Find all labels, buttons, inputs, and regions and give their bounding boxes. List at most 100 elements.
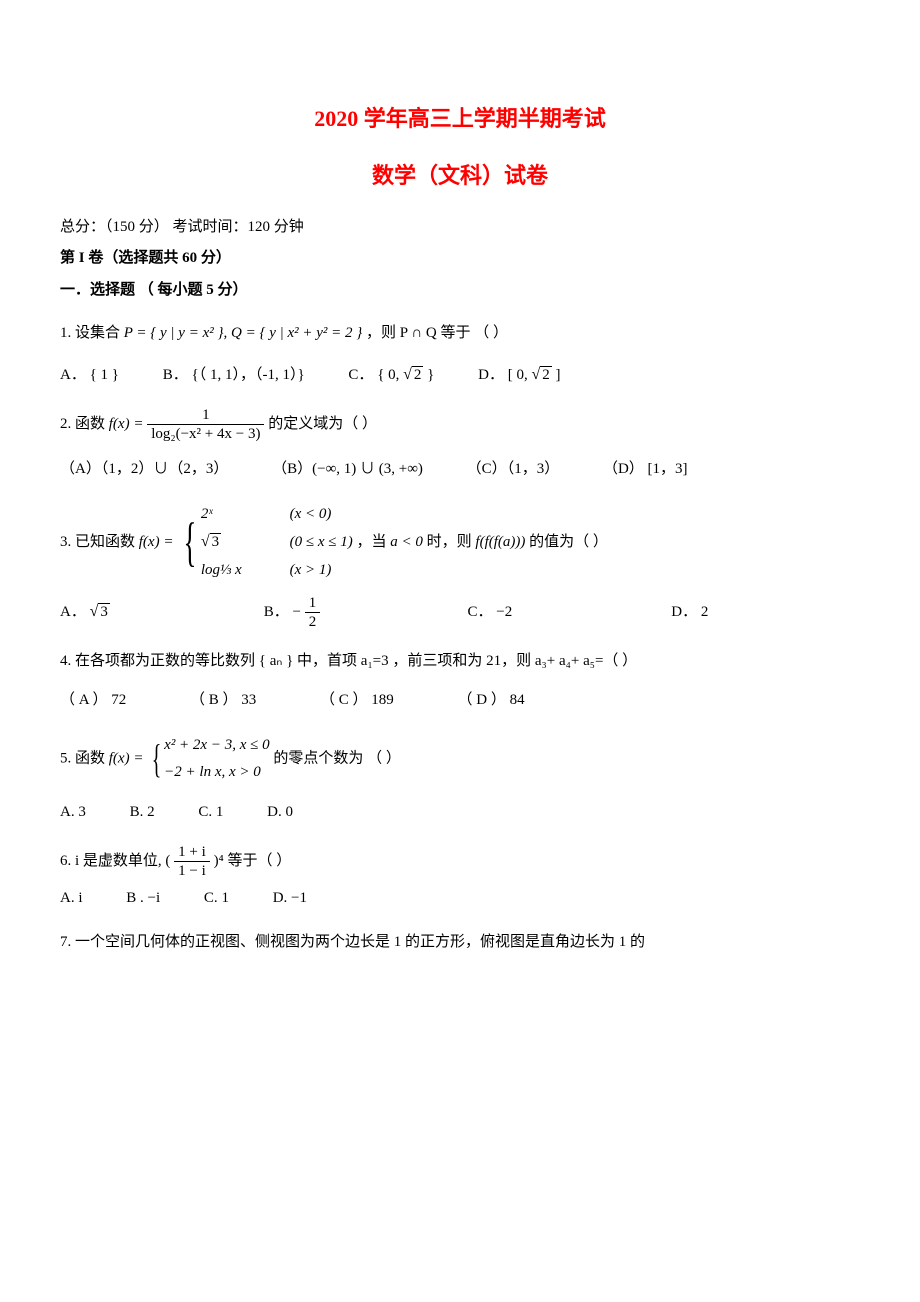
q6-frac-den: 1 − i xyxy=(174,862,210,880)
q3-flhs: f(x) = xyxy=(139,534,177,550)
q4-text: 4. 在各项都为正数的等比数列 { aₙ } 中，首项 a₁=3 ，前三项和为 … xyxy=(60,649,860,675)
q5-optA-label: A. xyxy=(60,804,75,820)
q5-option-a: A. 3 xyxy=(60,800,86,826)
q3-row3-cond: (x > 1) xyxy=(290,562,332,578)
q3-mid2: 时，则 xyxy=(427,534,476,550)
q1-expr: P = { y | y = x² }, Q = { y | x² + y² = … xyxy=(124,325,363,341)
q3-row1-cond: (x < 0) xyxy=(290,506,332,522)
q1-optC-suffix: } xyxy=(423,367,434,383)
q2-optC-label: （C） xyxy=(467,461,507,477)
q3-row2-cond: (0 ≤ x ≤ 1) xyxy=(290,534,353,550)
q5-option-d: D. 0 xyxy=(267,800,293,826)
q2-optB-text: (−∞, 1) ∪ (3, +∞) xyxy=(312,461,423,477)
q3-optD-label: D． xyxy=(671,604,697,620)
q3-option-a: A． √3 xyxy=(60,598,200,626)
question-4: 4. 在各项都为正数的等比数列 { aₙ } 中，首项 a₁=3 ，前三项和为 … xyxy=(60,649,860,714)
question-3: 3. 已知函数 f(x) = { 2ˣ (x < 0) √3 (0 ≤ x ≤ … xyxy=(60,501,860,631)
q2-option-c: （C）（1，3） xyxy=(467,457,560,483)
q4-option-a: （ A ） 72 xyxy=(60,688,126,714)
q5-optD-label: D. xyxy=(267,804,282,820)
q6-frac-num: 1 + i xyxy=(174,843,210,862)
q5-optD-text: 0 xyxy=(285,804,293,820)
q4-optD-text: 84 xyxy=(510,692,525,708)
exam-title: 2020 学年高三上学期半期考试 xyxy=(60,100,860,137)
q1-optC-label: C． xyxy=(348,367,373,383)
q4-optB-text: 33 xyxy=(241,692,256,708)
section-1-heading: 一．选择题 （ 每小题 5 分） xyxy=(60,278,860,304)
q1-prefix: 1. 设集合 xyxy=(60,325,124,341)
q6-suffix: 等于（ ） xyxy=(228,853,292,869)
q3-optA-label: A． xyxy=(60,604,86,620)
q1-optD-suffix: ] xyxy=(552,367,561,383)
q1-option-a: A． { 1 } xyxy=(60,363,119,389)
q4-optC-label: （ C ） xyxy=(320,692,368,708)
q5-optC-label: C. xyxy=(198,804,212,820)
q6-option-a: A. i xyxy=(60,886,83,912)
q1-optC-sqrt: 2 xyxy=(412,366,424,383)
q5-option-b: B. 2 xyxy=(130,800,155,826)
q6-optB-text: −i xyxy=(148,890,161,906)
q1-option-d: D． [ 0, √2 ] xyxy=(478,361,560,389)
q3-optC-label: C． xyxy=(468,604,493,620)
q2-optA-label: （A） xyxy=(60,461,101,477)
q5-optA-text: 3 xyxy=(78,804,86,820)
q6-optC-text: 1 xyxy=(221,890,229,906)
q2-option-a: （A）（1，2）∪（2，3） xyxy=(60,457,228,483)
question-1: 1. 设集合 P = { y | y = x² }, Q = { y | x² … xyxy=(60,321,860,388)
q6-optC-label: C. xyxy=(204,890,218,906)
q4-optA-text: 72 xyxy=(111,692,126,708)
question-5: 5. 函数 f(x) = { x² + 2x − 3, x ≤ 0 −2 + l… xyxy=(60,732,860,826)
q2-optB-label: （B） xyxy=(272,461,312,477)
q4-option-d: （ D ） 84 xyxy=(458,688,525,714)
q5-row2: −2 + ln x, x > 0 xyxy=(164,759,269,786)
total-time-line: 总分：（150 分） 考试时间：120 分钟 xyxy=(60,215,860,241)
q6-optA-text: i xyxy=(78,890,82,906)
q1-option-b: B． {（ 1, 1），（-1, 1）} xyxy=(163,363,305,389)
q1-optB-label: B． xyxy=(163,367,188,383)
q3-fff: f(f(f(a))) xyxy=(475,534,525,550)
q6-option-d: D. −1 xyxy=(273,886,307,912)
q5-flhs: f(x) = xyxy=(109,750,147,766)
q4-optA-label: （ A ） xyxy=(60,692,108,708)
q1-option-c: C． { 0, √2 } xyxy=(348,361,434,389)
q2-optC-text: （1，3） xyxy=(507,461,560,477)
q3-optB-sign: − xyxy=(293,604,301,620)
q3-row1-expr: 2ˣ xyxy=(201,501,286,528)
left-brace-icon: { xyxy=(152,739,162,779)
question-2: 2. 函数 f(x) = 1 log₂(−x² + 4x − 3) 的定义域为（… xyxy=(60,406,860,483)
q6-option-c: C. 1 xyxy=(204,886,229,912)
q5-suffix: 的零点个数为 （ ） xyxy=(273,750,401,766)
q2-optD-label: （D） xyxy=(603,461,644,477)
q1-optA-text: { 1 } xyxy=(90,367,119,383)
q2-frac-den: log₂(−x² + 4x − 3) xyxy=(147,425,264,443)
q2-option-d: （D） [1，3] xyxy=(603,457,688,483)
q3-option-b: B． − 1 2 xyxy=(264,594,404,631)
q5-row1: x² + 2x − 3, x ≤ 0 xyxy=(164,732,269,759)
q6-lparen: ( xyxy=(165,853,170,869)
q3-optB-num: 1 xyxy=(305,594,321,613)
q6-prefix: 6. i 是虚数单位, xyxy=(60,853,165,869)
q3-option-c: C． −2 xyxy=(468,600,608,626)
q4-optB-label: （ B ） xyxy=(190,692,238,708)
q2-optA-text: （1，2）∪（2，3） xyxy=(101,461,229,477)
q4-optC-text: 189 xyxy=(371,692,394,708)
q2-optD-text: [1，3] xyxy=(644,461,688,477)
q1-optB-text: {（ 1, 1），（-1, 1）} xyxy=(192,367,305,383)
q3-optB-label: B． xyxy=(264,604,289,620)
q2-prefix: 2. 函数 xyxy=(60,416,109,432)
q1-optC-prefix: { 0, xyxy=(377,367,403,383)
q3-optB-den: 2 xyxy=(305,613,321,631)
q2-flhs: f(x) = xyxy=(109,416,147,432)
question-6: 6. i 是虚数单位, ( 1 + i 1 − i )⁴ 等于（ ） A. i … xyxy=(60,843,860,912)
q3-suffix: 的值为（ ） xyxy=(529,534,608,550)
left-brace-icon: { xyxy=(184,515,197,569)
q1-optD-prefix: [ 0, xyxy=(508,367,532,383)
q3-cond: a < 0 xyxy=(390,534,423,550)
q1-mid: ，则 P ∩ Q 等于 （ ） xyxy=(366,325,508,341)
q5-optC-text: 1 xyxy=(216,804,224,820)
q6-option-b: B . −i xyxy=(126,886,160,912)
q3-optD-text: 2 xyxy=(701,604,709,620)
q4-optD-label: （ D ） xyxy=(458,692,506,708)
q3-mid: ，当 xyxy=(357,534,391,550)
q5-optB-text: 2 xyxy=(147,804,155,820)
